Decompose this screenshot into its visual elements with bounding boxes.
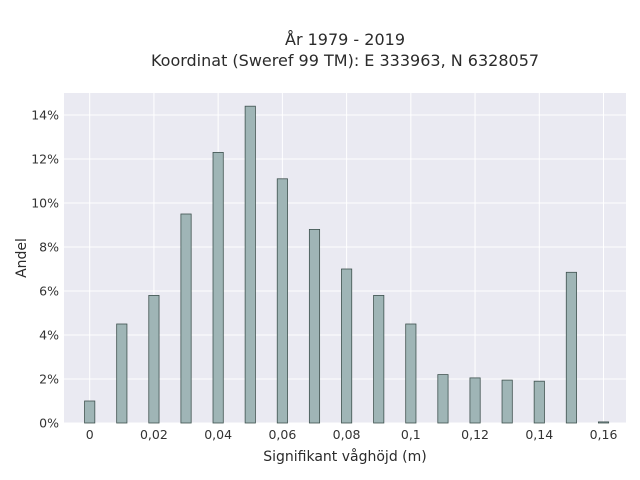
histogram-bar [244, 105, 256, 424]
histogram-bar [533, 380, 545, 424]
y-axis-label: Andel [14, 238, 30, 278]
chart-title-line-2: Koordinat (Sweref 99 TM): E 333963, N 63… [151, 51, 539, 70]
x-tick-label: 0 [86, 427, 94, 442]
y-tick-label: 8% [39, 240, 59, 255]
histogram-bar [341, 268, 353, 424]
histogram-bar [308, 228, 321, 424]
x-tick-labels: 0 0,02 0,04 0,06 0,08 0,1 0,12 0,14 0,16 [86, 427, 618, 442]
x-tick-label: 0,16 [590, 427, 618, 442]
histogram-bar [84, 400, 96, 424]
x-tick-label: 0,02 [140, 427, 168, 442]
y-tick-label: 14% [31, 108, 59, 123]
y-tick-label: 4% [39, 328, 59, 343]
x-tick-label: 0,08 [333, 427, 361, 442]
histogram-bar [148, 294, 160, 424]
histogram-bar [116, 323, 128, 424]
histogram-bar [405, 323, 417, 424]
x-tick-label: 0,06 [268, 427, 296, 442]
y-tick-label: 2% [39, 372, 59, 387]
x-tick-label: 0,14 [525, 427, 553, 442]
y-tick-label: 12% [31, 152, 59, 167]
y-tick-label: 10% [31, 196, 59, 211]
histogram-bar [469, 377, 481, 424]
y-tick-label: 0% [39, 416, 59, 431]
histogram-bar [501, 379, 513, 424]
histogram-bar [373, 294, 385, 424]
x-tick-label: 0,1 [401, 427, 421, 442]
histogram-bar [565, 271, 577, 424]
y-tick-label: 6% [39, 284, 59, 299]
histogram-bar [276, 178, 288, 424]
x-tick-label: 0,04 [204, 427, 232, 442]
histogram-bar [180, 213, 192, 424]
chart-title: År 1979 - 2019 Koordinat (Sweref 99 TM):… [151, 30, 539, 70]
x-tick-label: 0,12 [461, 427, 489, 442]
x-axis-label: Signifikant våghöjd (m) [263, 448, 426, 465]
histogram-bar [597, 421, 610, 424]
bars [84, 105, 610, 424]
y-tick-labels: 0% 2% 4% 6% 8% 10% 12% 14% [31, 108, 59, 431]
histogram-bar [437, 374, 449, 424]
chart-title-line-1: År 1979 - 2019 [285, 30, 405, 49]
histogram-bar [212, 151, 224, 424]
